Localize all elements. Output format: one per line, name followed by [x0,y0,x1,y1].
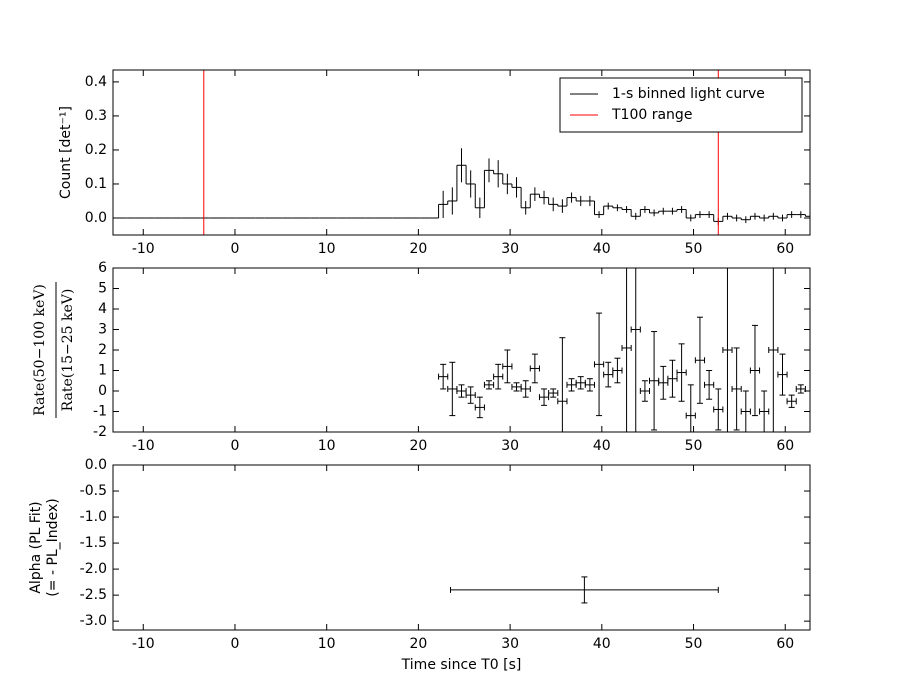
x-tick-label: 0 [231,636,240,652]
y-tick-label: 2 [98,342,107,358]
x-tick-label: 40 [593,438,611,454]
y-tick-label: -2.0 [80,561,107,577]
x-tick-label: 20 [409,241,427,257]
y-tick-label: 0.0 [85,457,107,473]
x-tick-label: 10 [318,636,336,652]
legend-label: 1-s binned light curve [612,86,765,102]
y-tick-label: -2.5 [80,587,107,603]
y-tick-label: -2 [93,424,107,440]
x-tick-label: -10 [132,241,155,257]
x-tick-label: 10 [318,438,336,454]
x-tick-label: 40 [593,636,611,652]
y-axis-label: (= - PL_Index) [45,498,61,596]
y-tick-label: 6 [98,260,107,276]
plot-area [449,576,719,604]
y-tick-label: 0.2 [85,142,107,158]
plot-area [438,268,806,432]
axes-frame [112,464,811,631]
y-tick-label: 0.1 [85,176,107,192]
y-tick-label: -1 [93,404,107,420]
y-tick-label: 0.3 [85,108,107,124]
x-tick-label: 60 [776,241,794,257]
x-tick-label: 50 [685,636,703,652]
y-tick-label: 0.4 [85,74,107,90]
y-tick-label: 1 [98,363,107,379]
axes-frame [112,69,811,236]
x-tick-label: 30 [501,241,519,257]
x-tick-label: -10 [132,438,155,454]
x-tick-label: 50 [685,241,703,257]
y-tick-label: -0.5 [80,483,107,499]
y-axis-label-denominator: Rate(15−25 keV) [60,289,76,412]
y-tick-label: 5 [98,281,107,297]
y-tick-label: -1.5 [80,535,107,551]
y-tick-label: 4 [98,301,107,317]
y-axis-label-numerator: Rate(50−100 keV) [32,284,48,416]
y-tick-label: -1.0 [80,509,107,525]
x-tick-label: 20 [409,636,427,652]
x-tick-label: 40 [593,241,611,257]
y-tick-label: 0 [98,383,107,399]
x-tick-label: 0 [231,241,240,257]
axes-frame [112,267,811,433]
y-axis-label: Alpha (PL Fit) [28,501,44,593]
y-tick-label: 3 [98,322,107,338]
x-axis-label: Time since T0 [s] [401,657,522,673]
x-tick-label: 0 [231,438,240,454]
x-tick-label: 50 [685,438,703,454]
y-tick-label: -3.0 [80,613,107,629]
x-tick-label: 30 [501,636,519,652]
x-tick-label: 10 [318,241,336,257]
y-tick-label: 0.0 [85,210,107,226]
x-tick-label: 20 [409,438,427,454]
x-tick-label: 30 [501,438,519,454]
plot-area [113,70,810,235]
x-tick-label: -10 [132,636,155,652]
legend-box [559,77,803,133]
y-axis-label: Count [det⁻¹] [58,106,74,199]
legend-label: T100 range [611,107,692,123]
x-tick-label: 60 [776,636,794,652]
x-tick-label: 60 [776,438,794,454]
